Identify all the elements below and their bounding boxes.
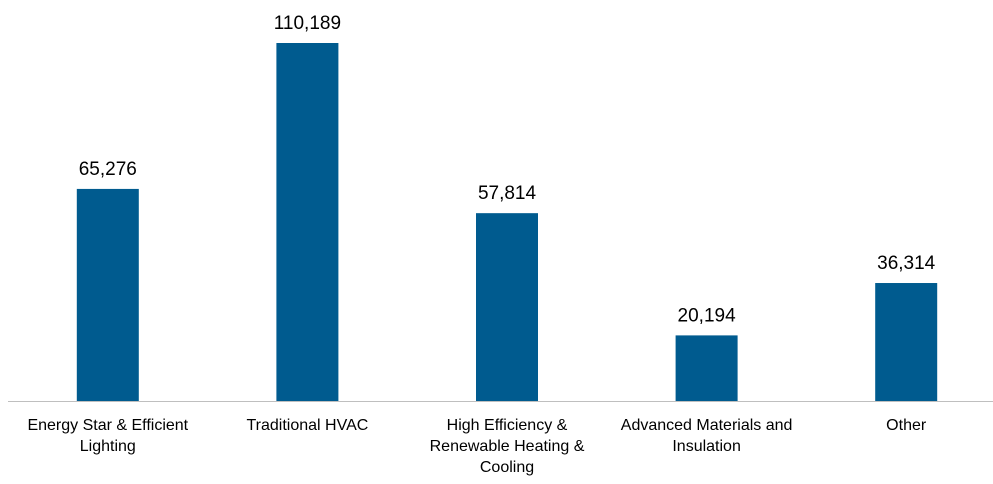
value-label: 65,276 (79, 159, 137, 180)
x-tick-label: Traditional HVAC (246, 417, 369, 434)
value-label: 57,814 (478, 183, 537, 204)
bar (476, 213, 538, 401)
value-label: 36,314 (877, 253, 936, 274)
value-label: 110,189 (274, 13, 341, 34)
x-tick-label: Advanced Materials and Insulation (620, 417, 793, 455)
x-tick-label: High Efficiency & Renewable Heating & Co… (429, 417, 585, 476)
value-label: 20,194 (678, 305, 737, 326)
bar (875, 283, 938, 401)
x-tick-label: Other (886, 417, 927, 434)
bar (276, 43, 339, 401)
bar (675, 335, 738, 401)
bar (76, 188, 139, 401)
x-tick-label: Energy Star & Efficient Lighting (27, 417, 189, 455)
